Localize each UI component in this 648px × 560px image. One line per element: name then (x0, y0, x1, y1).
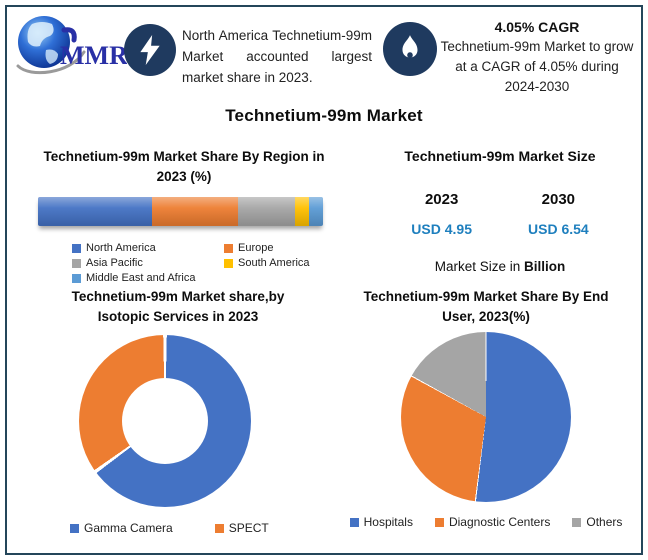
market-size-section: Technetium-99m Market Size 2023 USD 4.95… (368, 148, 632, 274)
page-title: Technetium-99m Market (225, 106, 423, 125)
lightning-badge (124, 24, 176, 76)
market-size-2023: 2023 USD 4.95 (411, 191, 472, 237)
cagr-title: 4.05% CAGR (494, 19, 580, 35)
isotopic-services-section: Technetium-99m Market share,by Isotopic … (28, 287, 328, 535)
note-bold: Billion (524, 259, 566, 274)
lightning-icon (140, 35, 160, 65)
bar-segment-2 (237, 197, 295, 226)
end-user-legend: Hospitals Diagnostic Centers Others (330, 515, 642, 529)
legend-label: Middle East and Africa (86, 272, 196, 284)
legend-item: Diagnostic Centers (434, 515, 551, 529)
legend-item: South America (224, 257, 340, 269)
legend-label: Hospitals (363, 515, 413, 529)
globe-landmass (27, 22, 54, 47)
isotopic-donut-chart (79, 335, 251, 507)
legend-item: Middle East and Africa (72, 272, 224, 284)
legend-swatch-icon (224, 258, 233, 268)
legend-label: SPECT (228, 521, 269, 535)
legend-item: North America (72, 242, 224, 254)
globe-landmass (45, 49, 58, 64)
donut-hole (122, 378, 208, 464)
legend-swatch-icon (70, 523, 79, 533)
region-chart-title: Technetium-99m Market Share By Region in… (43, 149, 325, 184)
legend-swatch-icon (72, 243, 81, 253)
flame-badge (383, 22, 437, 76)
legend-label: Gamma Camera (84, 521, 173, 535)
region-legend: North America Europe Asia Pacific South Ame… (72, 242, 340, 284)
region-share-section: Technetium-99m Market Share By Region in… (28, 147, 340, 284)
end-user-pie-chart (401, 332, 571, 502)
legend-swatch-icon (214, 523, 224, 533)
bar-segment-4 (308, 197, 323, 226)
legend-label: Europe (238, 242, 274, 254)
legend-swatch-icon (72, 258, 81, 268)
legend-label: South America (238, 257, 310, 269)
legend-label: Diagnostic Centers (448, 515, 551, 529)
legend-label: North America (86, 242, 156, 254)
bar-segment-0 (38, 197, 152, 226)
end-user-chart-title: Technetium-99m Market Share By End User,… (363, 289, 609, 324)
legend-item: Hospitals (349, 515, 413, 529)
market-size-value: USD 4.95 (411, 221, 472, 237)
isotopic-legend: Gamma Camera SPECT (70, 521, 328, 535)
legend-item: Others (572, 515, 622, 529)
bar-segment-3 (294, 197, 309, 226)
bar-segment-1 (152, 197, 238, 226)
end-user-section: Technetium-99m Market Share By End User,… (330, 287, 642, 529)
right-highlight: 4.05% CAGR Technetium-99m Market to grow… (438, 17, 636, 97)
legend-item: Asia Pacific (72, 257, 224, 269)
market-size-title: Technetium-99m Market Size (404, 148, 596, 164)
logo-flourish (61, 27, 77, 43)
market-size-2030: 2030 USD 6.54 (528, 191, 589, 237)
year-label: 2023 (424, 191, 459, 208)
legend-item: SPECT (214, 521, 269, 535)
market-size-note: Market Size in Billion (368, 259, 632, 274)
isotopic-chart-title: Technetium-99m Market share,by Isotopic … (71, 289, 285, 324)
year-label: 2030 (541, 191, 576, 208)
left-highlight-text: North America Technetium-99m Market acco… (182, 28, 372, 85)
flame-icon (402, 35, 418, 58)
legend-label: Others (586, 515, 623, 529)
cagr-text: Technetium-99m Market to grow at a CAGR … (440, 39, 634, 94)
legend-swatch-icon (224, 243, 233, 253)
legend-item: Europe (224, 242, 340, 254)
logo-swoosh (16, 50, 86, 75)
globe-logo-graphic: MMR (16, 16, 127, 75)
legend-swatch-icon (349, 517, 359, 527)
region-stacked-bar (38, 197, 323, 226)
brand-logo-text: MMR (60, 41, 127, 70)
legend-swatch-icon (434, 517, 444, 527)
legend-swatch-icon (572, 517, 582, 527)
market-size-columns: 2023 USD 4.95 2030 USD 6.54 (368, 191, 632, 237)
legend-swatch-icon (72, 273, 81, 283)
legend-item: Gamma Camera (70, 521, 173, 535)
legend-label: Asia Pacific (86, 257, 143, 269)
market-size-value: USD 6.54 (528, 221, 589, 237)
brand-logo: MMR (12, 12, 127, 84)
note-regular: Market Size in (434, 259, 525, 274)
